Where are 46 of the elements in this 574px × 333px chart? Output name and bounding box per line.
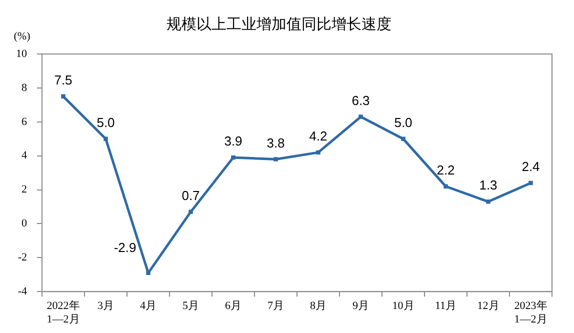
x-tick-label: 12月 [477, 300, 500, 312]
x-tick-label: 7月 [268, 300, 284, 312]
x-tick-label: 3月 [98, 300, 114, 312]
text: -2.9 [114, 240, 136, 256]
text: 3.9 [224, 134, 242, 149]
point [188, 210, 193, 214]
text: 1.3 [479, 178, 498, 193]
text: 4.2 [309, 128, 328, 144]
text: 0.7 [182, 188, 200, 203]
text: 5.0 [394, 114, 412, 130]
y-tick-label: 4 [22, 150, 28, 162]
x-tick-label: 6月 [225, 300, 242, 312]
text: 7.5 [54, 72, 72, 88]
point [61, 94, 66, 99]
x-tick-label: 2022年 1—2月 [46, 300, 80, 326]
point [146, 270, 150, 276]
x-tick-label: 5月 [182, 300, 199, 312]
y-axis-title: (%) [14, 30, 31, 42]
x-tick-label: 2023年 1—2月 [514, 300, 548, 326]
point [528, 180, 533, 186]
y-tick-label: -4 [18, 285, 28, 298]
point [316, 150, 320, 155]
text: 2.2 [436, 162, 455, 178]
point [401, 136, 406, 141]
x-tick-label: 8月 [310, 300, 326, 312]
point [486, 200, 490, 204]
text: 2.4 [522, 159, 540, 174]
x-tick-label: 4月 [140, 300, 156, 312]
point [231, 155, 236, 160]
point [274, 157, 278, 162]
y-tick-label: 10 [16, 48, 28, 60]
text: 6.3 [352, 92, 370, 108]
text: 5.0 [96, 114, 115, 130]
point [444, 184, 448, 188]
point [104, 136, 108, 141]
x-tick-label: 11月 [434, 300, 457, 312]
y-tick-label: 8 [22, 82, 28, 94]
x-tick-label: 10月 [392, 300, 414, 312]
y-tick-label: 2 [22, 184, 27, 196]
y-tick-label: 0 [22, 218, 28, 230]
text: 3.8 [266, 135, 285, 150]
point [358, 114, 363, 119]
y-tick-label: -2 [18, 252, 27, 264]
x-tick-label: 9月 [352, 300, 369, 312]
chart-title: 规模以上工业增加值同比增长速度 [166, 16, 392, 34]
y-tick-label: 6 [22, 116, 28, 128]
